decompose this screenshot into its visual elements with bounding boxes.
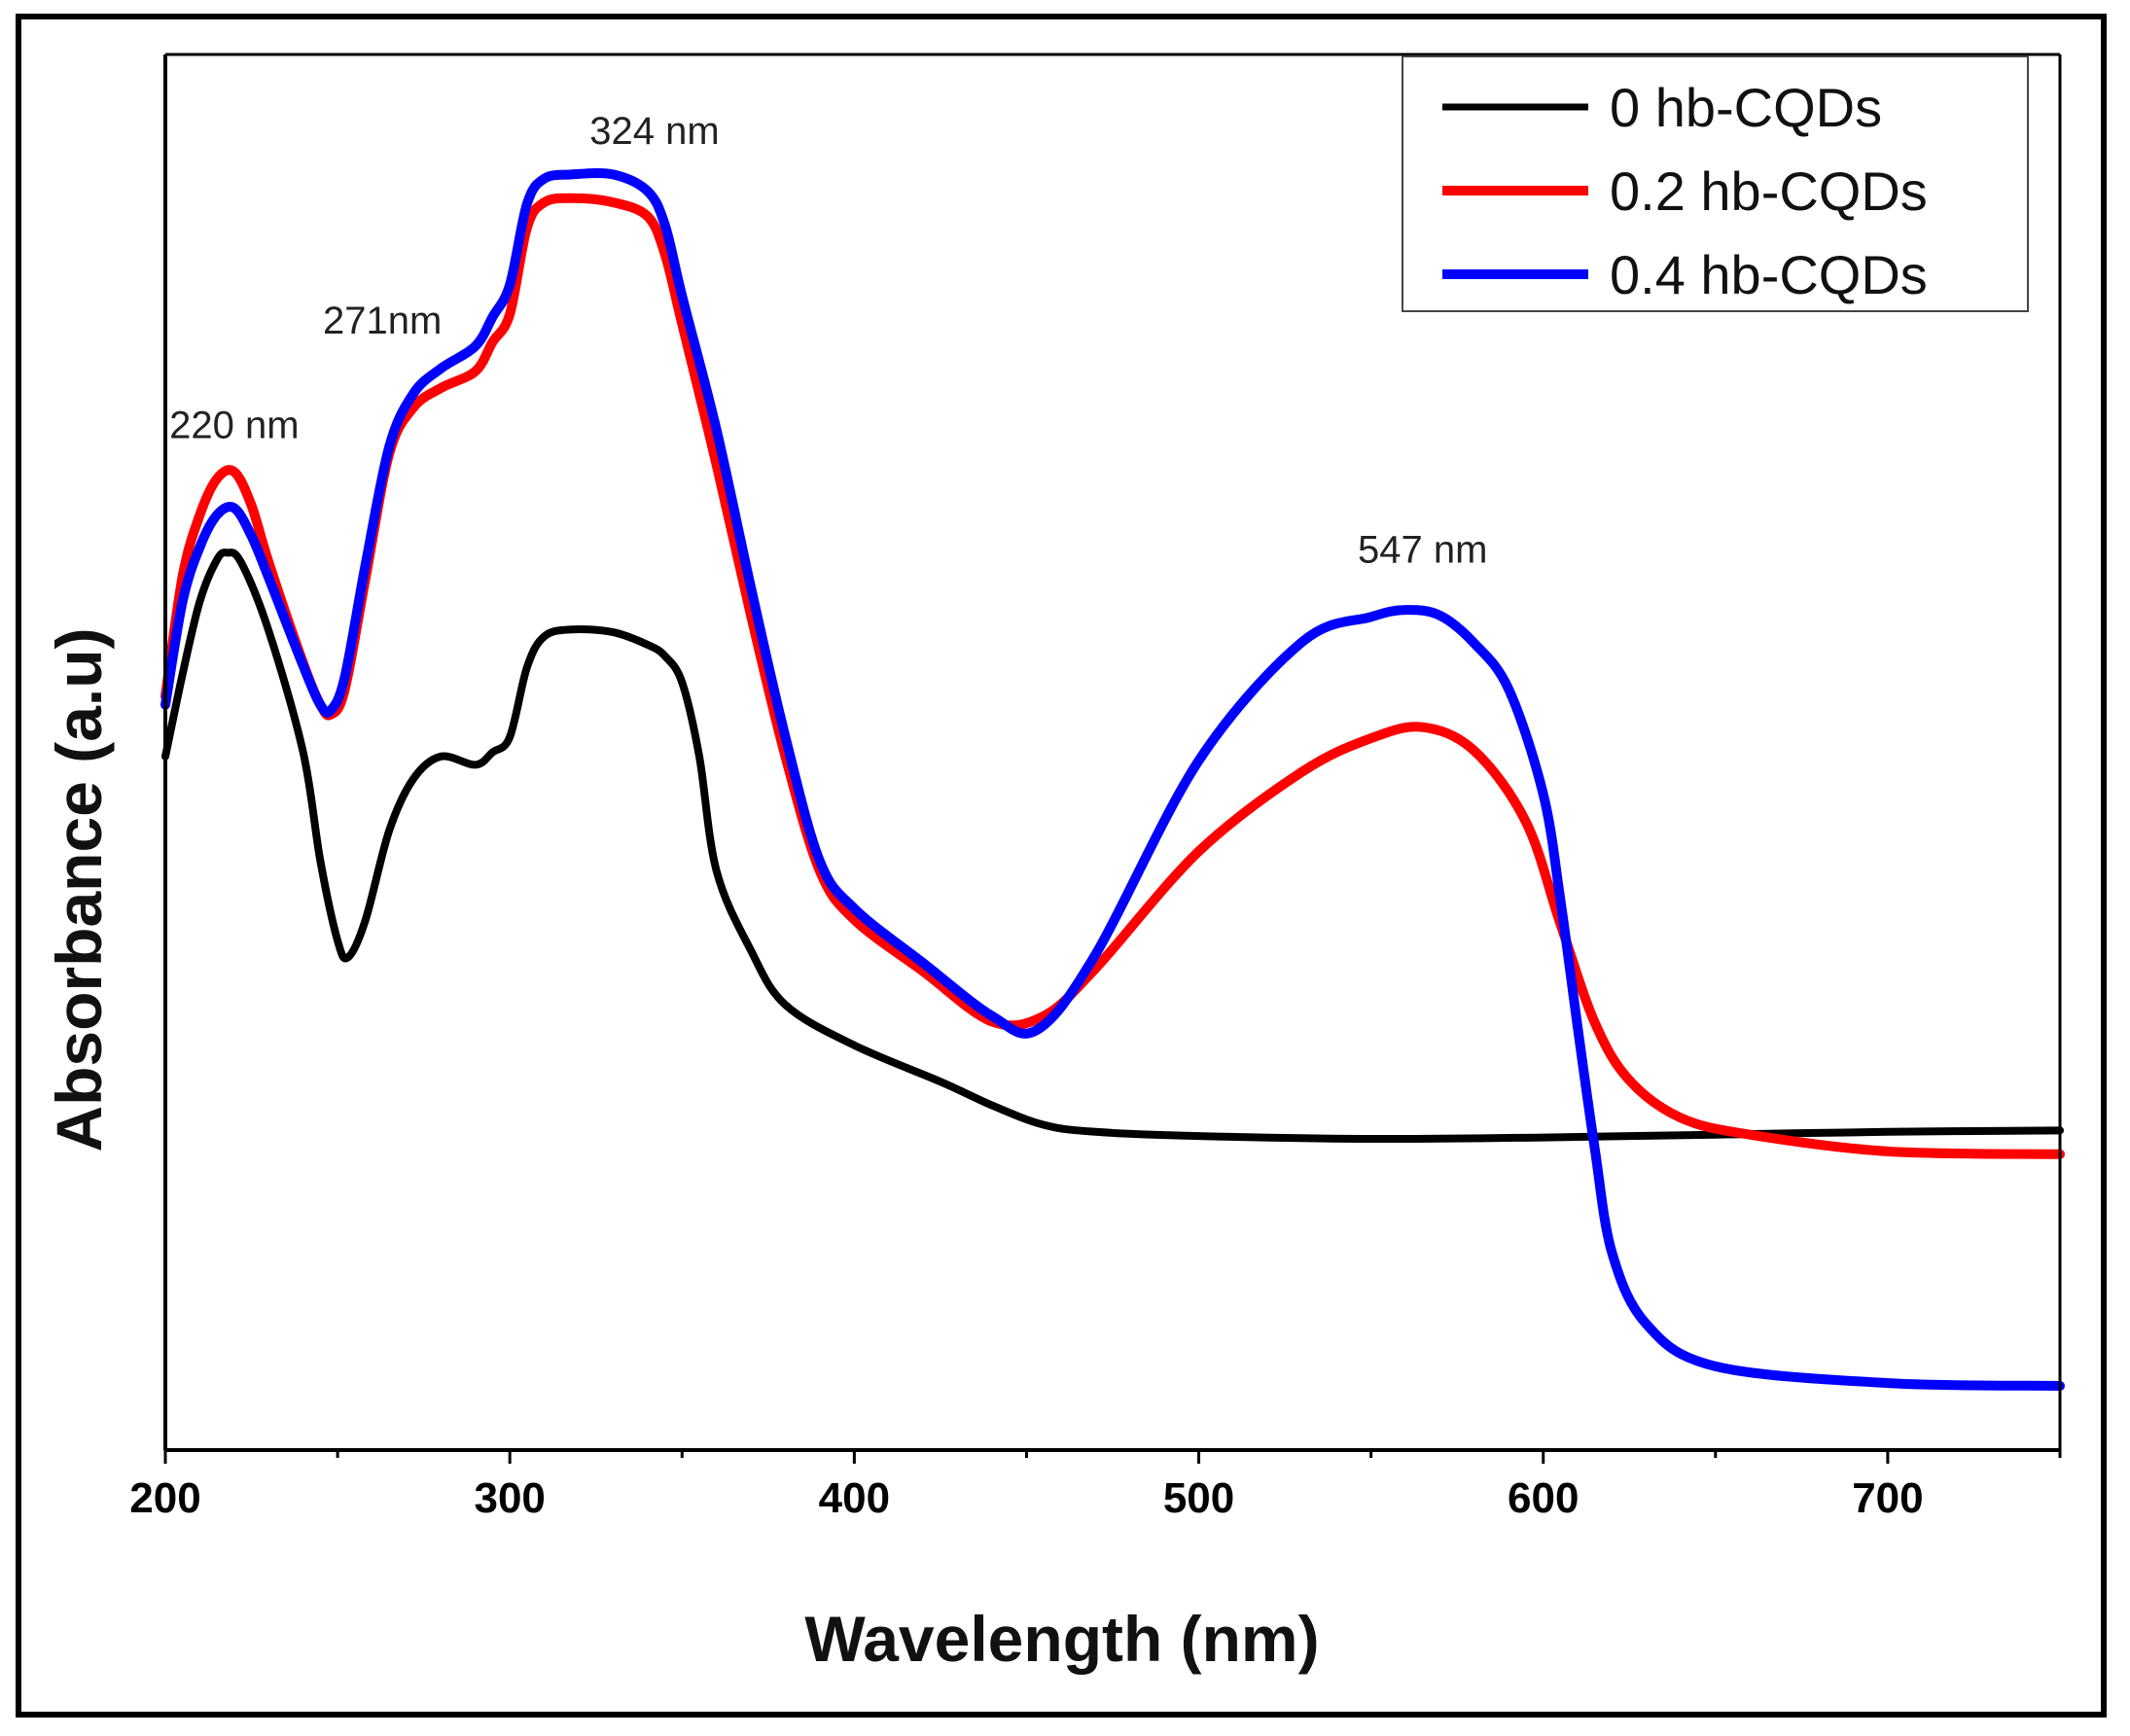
x-tick-label: 500 [1163,1474,1234,1522]
series-line-0 [161,549,2064,1144]
x-tick-label: 300 [474,1474,545,1522]
peak-annotations: 220 nm 271nm 324 nm 547 nm [169,110,1487,572]
peak-annotation: 271nm [323,300,442,342]
x-tick-label: 200 [129,1474,200,1522]
series-line-2 [160,167,2065,1391]
legend: 0 hb-CQDs 0.2 hb-CQDs 0.4 hb-CQDs [1402,55,2029,312]
x-axis-label: Wavelength (nm) [804,1603,1319,1675]
x-tick-label: 600 [1508,1474,1579,1522]
axes: 200 300 400 500 600 700 [129,53,2062,1522]
peak-annotation: 547 nm [1358,528,1487,571]
legend-box [1402,55,2029,312]
peak-annotation: 220 nm [169,405,299,447]
legend-label-2: 0.4 hb-CQDs [1610,244,1928,305]
legend-label-1: 0.2 hb-CQDs [1610,160,1928,222]
legend-label-0: 0 hb-CQDs [1610,77,1882,138]
x-tick-label: 400 [819,1474,890,1522]
plot-lines [160,167,2065,1391]
x-tick-label: 700 [1852,1474,1923,1522]
series-line-1 [160,193,2065,1159]
y-axis-label: Absorbance (a.u) [43,627,115,1151]
peak-annotation: 324 nm [589,110,719,153]
